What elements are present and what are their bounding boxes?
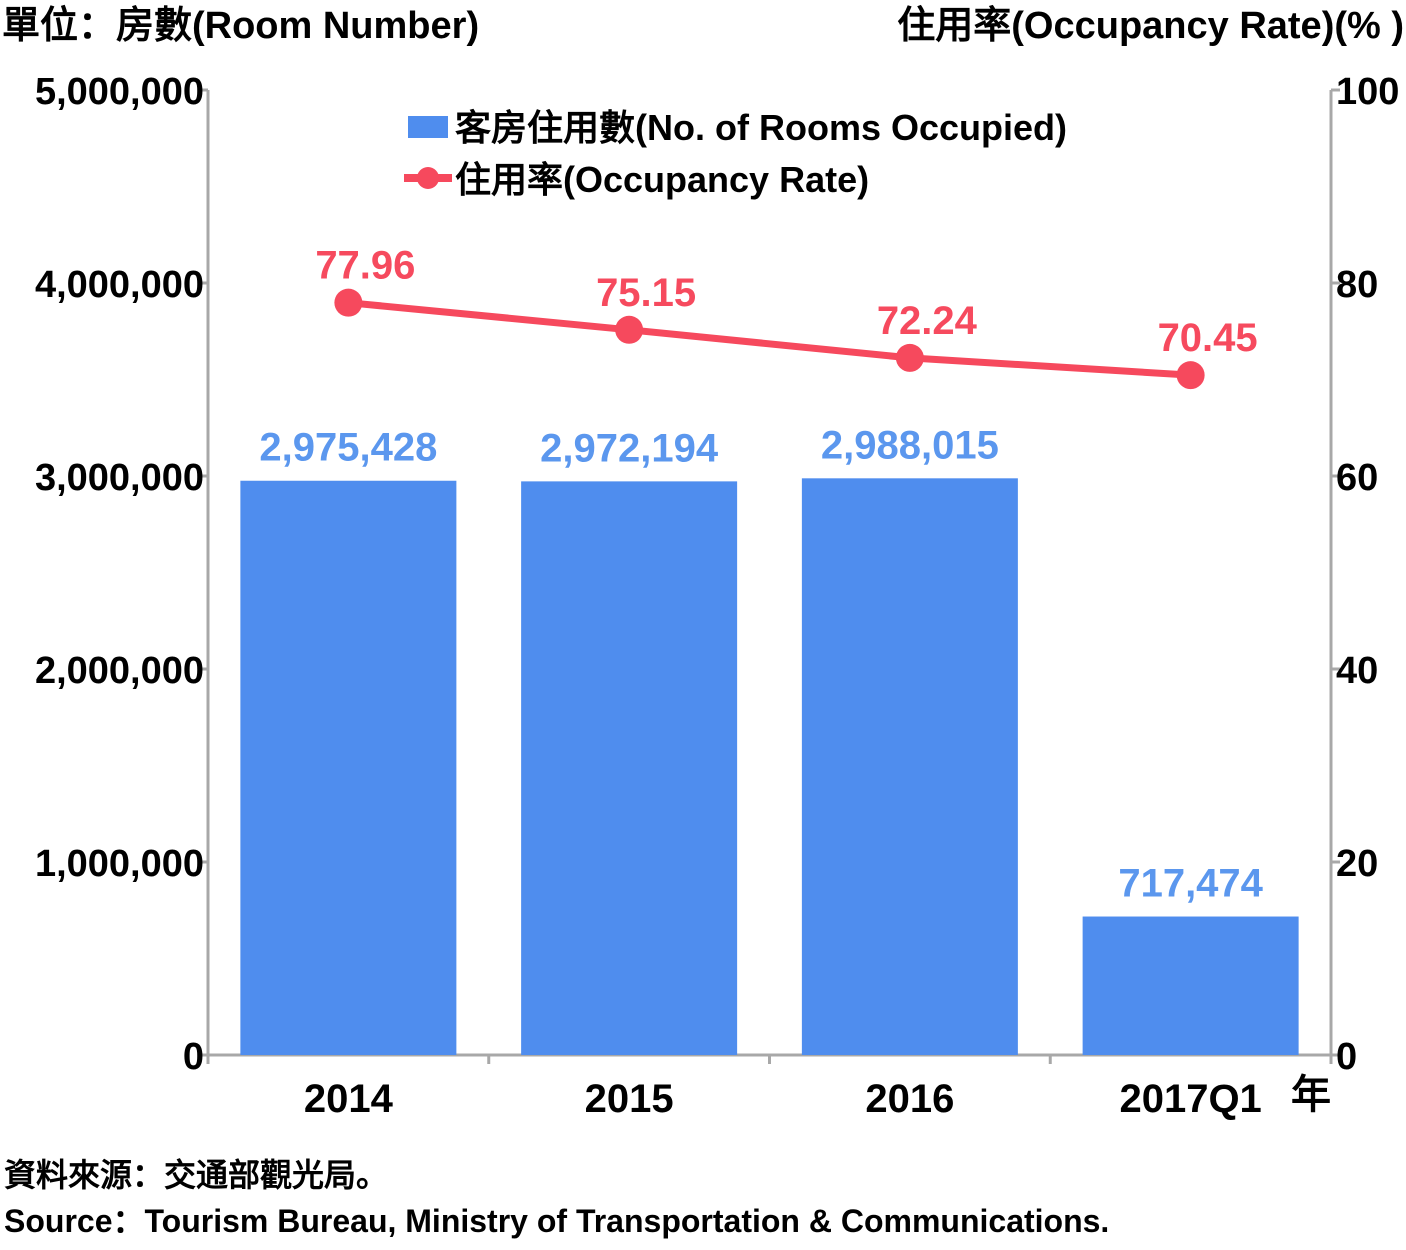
bar-value-label: 2,975,428 — [259, 426, 437, 470]
x-tick-label: 2014 — [304, 1077, 394, 1121]
occupancy-line — [348, 299, 1191, 379]
left-tick-label: 0 — [183, 1036, 204, 1078]
x-axis-suffix: 年 — [1291, 1073, 1331, 1117]
right-tick-label: 60 — [1336, 457, 1378, 499]
line-point — [615, 315, 644, 344]
source-zh: 資料來源：交通部觀光局。 — [4, 1157, 388, 1193]
left-tick-label: 3,000,000 — [35, 457, 204, 499]
legend: 客房住用數(No. of Rooms Occupied) 住用率(Occupan… — [404, 107, 1067, 200]
legend-line-marker — [417, 167, 439, 189]
bar — [240, 480, 457, 1055]
x-tick-label: 2017Q1 — [1119, 1077, 1261, 1121]
legend-bar-swatch — [408, 116, 448, 138]
bar-series: 2,975,428 2,972,194 2,988,015 717,474 — [240, 423, 1299, 1055]
bar — [801, 478, 1018, 1055]
left-unit-label: 單位：房數(Room Number) — [2, 5, 479, 47]
left-tick-label: 2,000,000 — [35, 650, 204, 692]
left-tick-label: 5,000,000 — [35, 71, 204, 113]
x-tick-label: 2016 — [865, 1077, 954, 1121]
x-tick-label: 2015 — [585, 1077, 674, 1121]
right-unit-label: 住用率(Occupancy Rate)(% ) — [897, 5, 1404, 47]
right-tick-label: 0 — [1336, 1036, 1357, 1078]
right-tick-label: 40 — [1336, 650, 1378, 692]
line-point — [1176, 361, 1205, 390]
right-tick-label: 20 — [1336, 843, 1378, 885]
right-tick-label: 80 — [1336, 264, 1378, 306]
left-tick-label: 1,000,000 — [35, 843, 204, 885]
bar-value-label: 2,972,194 — [540, 426, 719, 470]
axes: 0 1,000,000 2,000,000 3,000,000 4,000,000 5,0… — [35, 71, 1399, 1121]
line-value-label: 77.96 — [315, 244, 415, 288]
legend-bar-label: 客房住用數(No. of Rooms Occupied) — [455, 107, 1067, 148]
line-series: 77.96 75.15 72.24 70.45 — [315, 244, 1258, 390]
source-en: Source：Tourism Bureau, Ministry of Trans… — [4, 1203, 1109, 1239]
legend-line-label: 住用率(Occupancy Rate) — [455, 159, 869, 200]
bar — [521, 481, 738, 1055]
line-value-label: 75.15 — [596, 271, 696, 315]
bar-value-label: 717,474 — [1118, 862, 1263, 906]
line-point — [895, 343, 924, 372]
bar-value-label: 2,988,015 — [821, 423, 999, 467]
right-tick-label: 100 — [1336, 71, 1399, 113]
line-value-label: 72.24 — [877, 299, 978, 343]
left-tick-label: 4,000,000 — [35, 264, 204, 306]
line-value-label: 70.45 — [1158, 316, 1258, 360]
line-point — [334, 288, 363, 317]
bar — [1082, 916, 1299, 1055]
